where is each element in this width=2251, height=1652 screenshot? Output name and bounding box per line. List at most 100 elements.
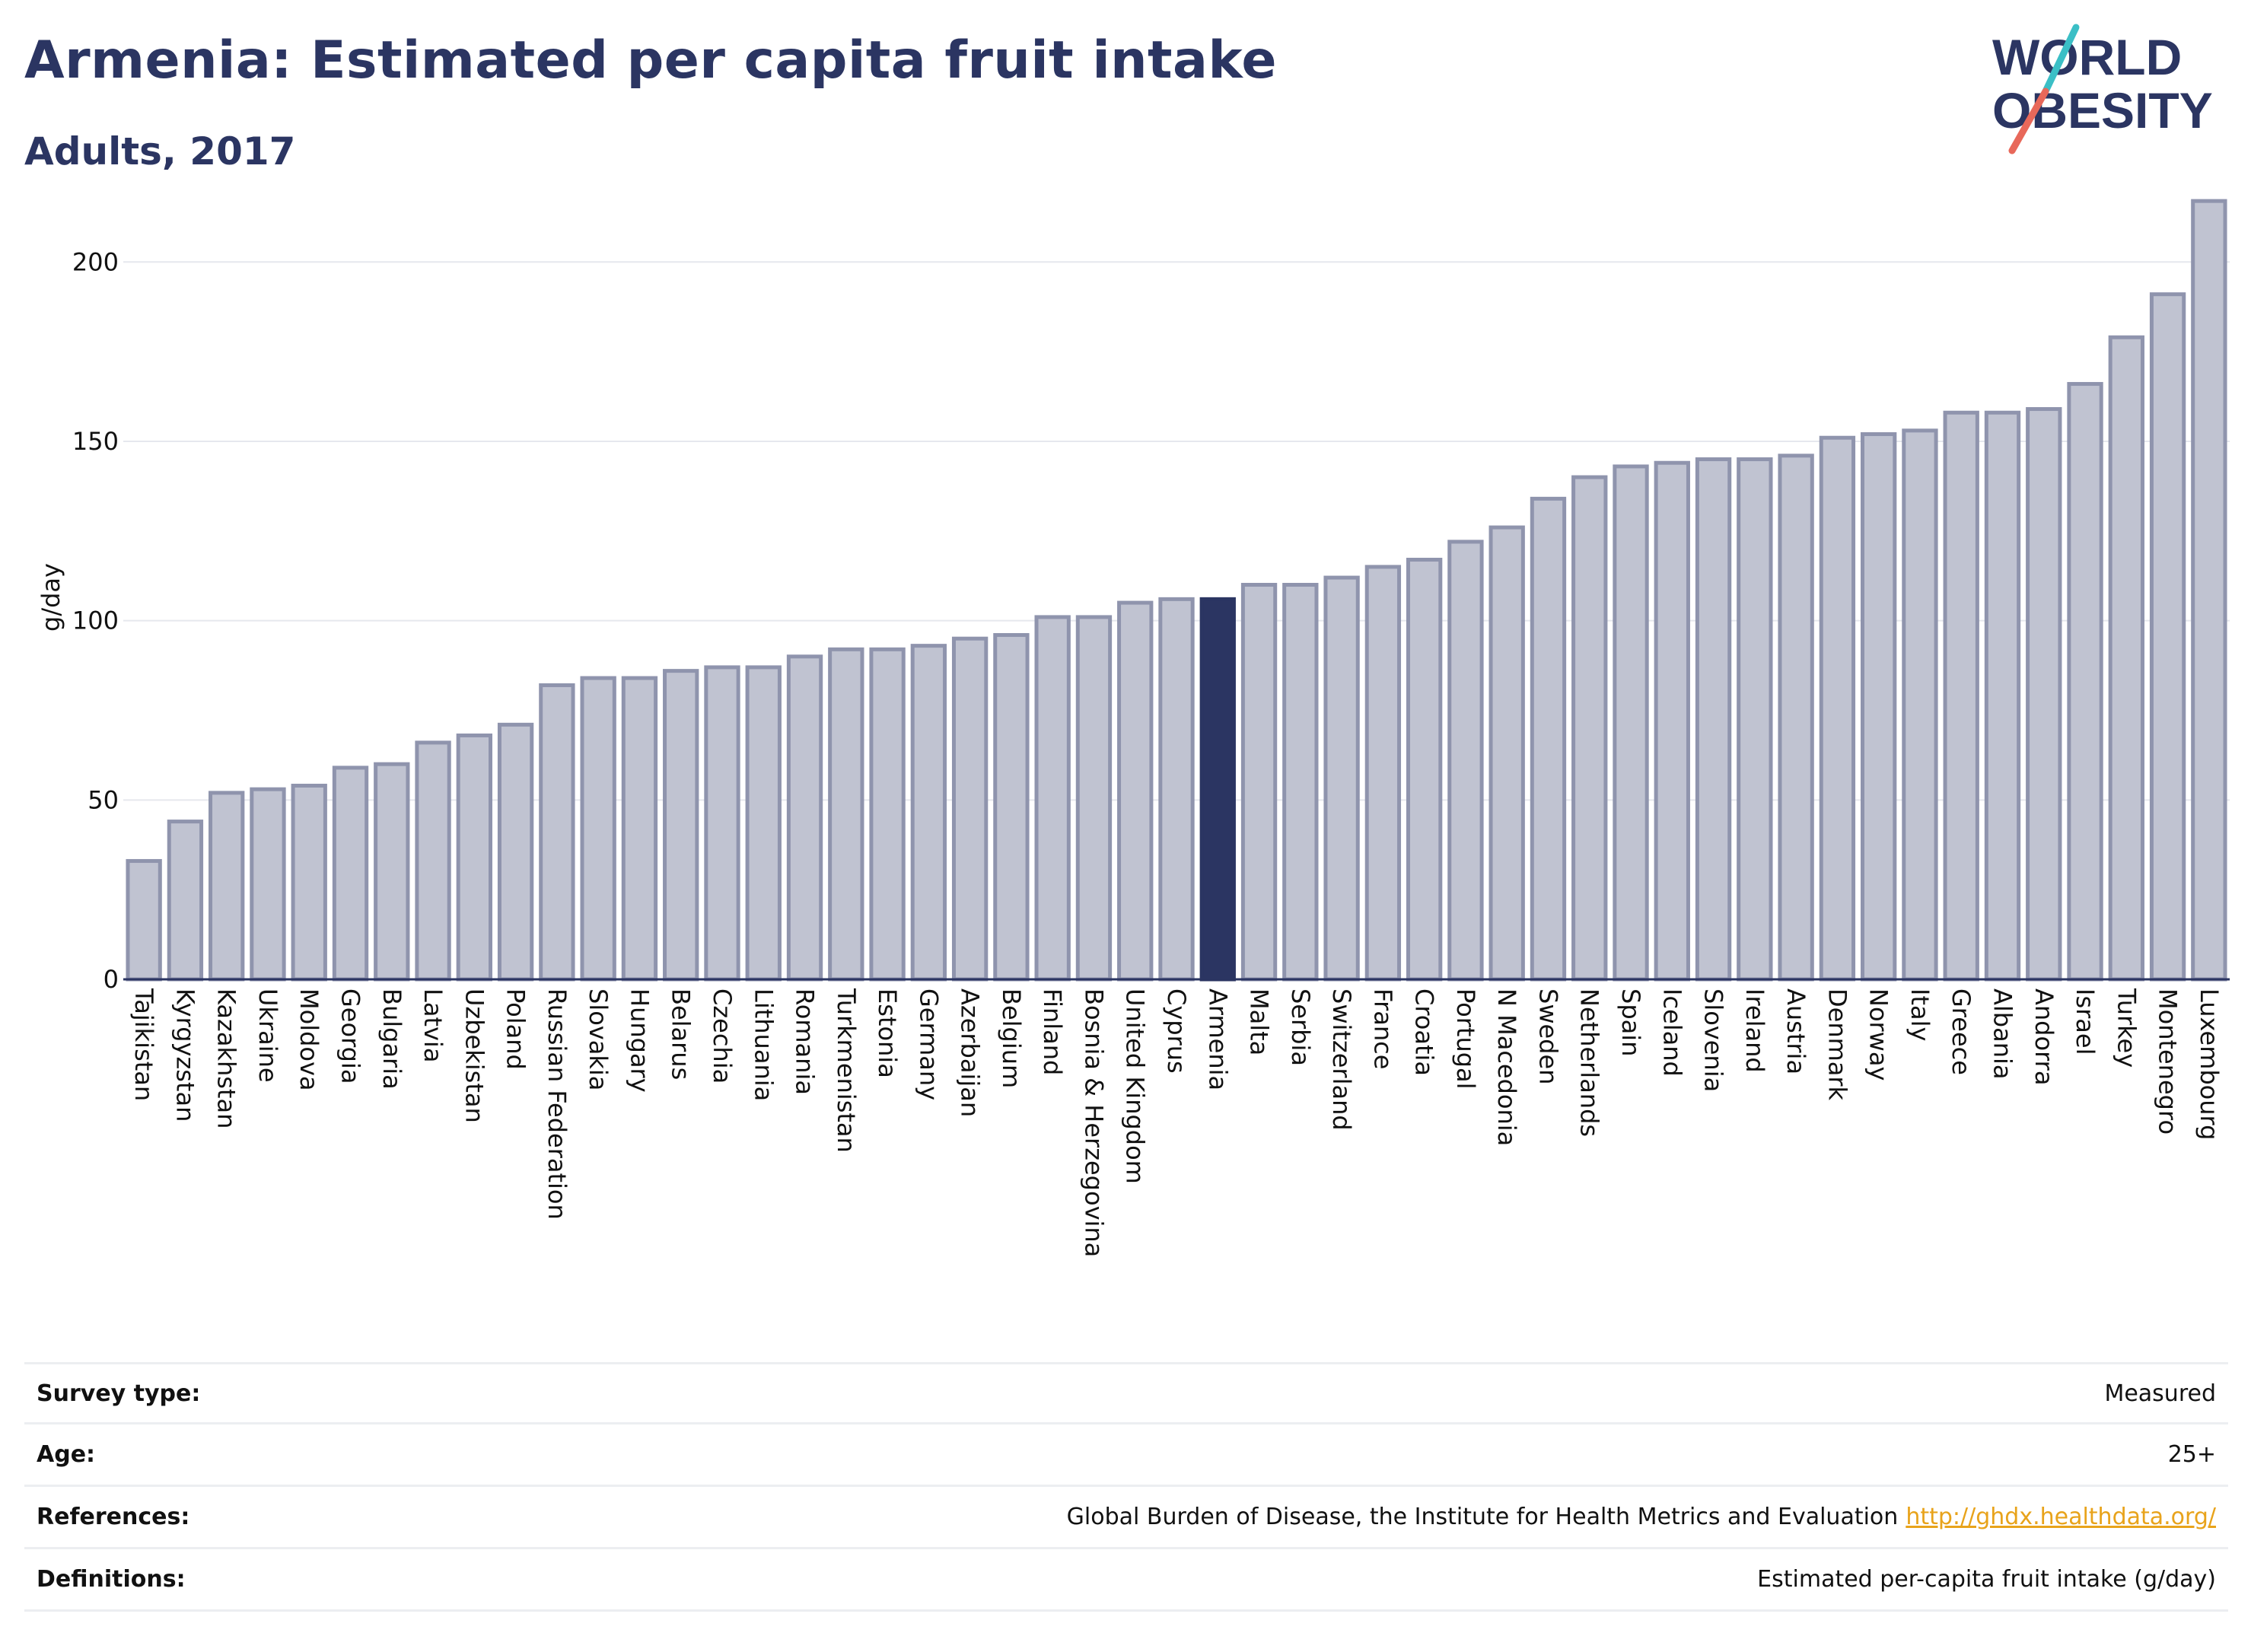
bar-malta[interactable] bbox=[1240, 583, 1278, 982]
y-tick-label: 150 bbox=[72, 427, 119, 456]
x-tick-label: Georgia bbox=[336, 988, 365, 1084]
bar-moldova[interactable] bbox=[291, 783, 327, 982]
x-tick-label: N Macedonia bbox=[1492, 988, 1521, 1146]
x-tick-label: Slovakia bbox=[584, 988, 613, 1090]
logo-word-1: WORLD bbox=[1992, 29, 2182, 85]
x-tick-label: Bulgaria bbox=[377, 988, 406, 1090]
x-tick-label: Netherlands bbox=[1575, 988, 1604, 1137]
x-tick-label: Russian Federation bbox=[543, 988, 572, 1220]
bar-luxembourg[interactable] bbox=[2191, 199, 2227, 982]
x-tick-label: Sweden bbox=[1533, 988, 1562, 1084]
bar-croatia[interactable] bbox=[1406, 558, 1443, 982]
bar-n-macedonia[interactable] bbox=[1488, 525, 1525, 982]
y-tick-label: 0 bbox=[103, 965, 119, 994]
y-tick-label: 50 bbox=[88, 785, 119, 814]
x-tick-label: Czechia bbox=[708, 988, 737, 1084]
metadata-table: Survey type: Measured Age: 25+ Reference… bbox=[24, 1362, 2228, 1612]
y-tick-label: 200 bbox=[72, 247, 119, 276]
bar-andorra[interactable] bbox=[2026, 407, 2062, 982]
x-tick-label: Turkey bbox=[2112, 988, 2141, 1068]
meta-value: Estimated per-capita fruit intake (g/day… bbox=[1757, 1566, 2216, 1593]
bar-kyrgyzstan[interactable] bbox=[167, 820, 204, 982]
x-tick-label: Kazakhstan bbox=[212, 988, 241, 1128]
bar-montenegro[interactable] bbox=[2149, 292, 2186, 982]
bar-georgia[interactable] bbox=[332, 766, 369, 982]
y-tick-labels: 0 50 100 150 200 bbox=[72, 247, 119, 994]
bar-romania[interactable] bbox=[786, 654, 823, 982]
bar-ukraine[interactable] bbox=[250, 787, 286, 982]
logo-slash-teal bbox=[2042, 24, 2080, 95]
bar-kazakhstan[interactable] bbox=[209, 791, 245, 982]
reference-text: Global Burden of Disease, the Institute … bbox=[1066, 1504, 1899, 1530]
bar-germany[interactable] bbox=[910, 644, 947, 982]
world-obesity-logo[interactable]: WORLD OBESITY bbox=[1979, 21, 2237, 166]
x-tick-label: Estonia bbox=[873, 988, 902, 1078]
bar-austria[interactable] bbox=[1778, 454, 1814, 982]
bar-hungary[interactable] bbox=[621, 676, 658, 982]
bar-bosnia-herzegovina[interactable] bbox=[1075, 615, 1113, 982]
bar-portugal[interactable] bbox=[1447, 540, 1484, 982]
x-tick-label: Belarus bbox=[667, 988, 696, 1080]
x-tick-label: Armenia bbox=[1203, 988, 1232, 1090]
bar-switzerland[interactable] bbox=[1323, 575, 1360, 982]
meta-row-age: Age: 25+ bbox=[24, 1424, 2228, 1487]
bar-united-kingdom[interactable] bbox=[1117, 600, 1154, 982]
bar-tajikistan[interactable] bbox=[126, 858, 162, 982]
reference-link[interactable]: http://ghdx.healthdata.org/ bbox=[1906, 1504, 2216, 1530]
bar-bulgaria[interactable] bbox=[374, 762, 410, 982]
bar-israel[interactable] bbox=[2067, 382, 2103, 982]
y-tick-label: 100 bbox=[72, 606, 119, 635]
x-tick-label: Bosnia & Herzegovina bbox=[1079, 988, 1108, 1257]
bar-belarus[interactable] bbox=[663, 669, 699, 982]
x-tick-label: Iceland bbox=[1657, 988, 1686, 1077]
bar-czechia[interactable] bbox=[704, 665, 740, 982]
x-tick-label: Ukraine bbox=[253, 988, 282, 1083]
chart-subtitle: Adults, 2017 bbox=[24, 129, 296, 173]
bar-russian-federation[interactable] bbox=[539, 683, 575, 982]
bar-albania[interactable] bbox=[1984, 410, 2021, 982]
bar-sweden[interactable] bbox=[1530, 496, 1567, 982]
x-tick-label: Poland bbox=[501, 988, 530, 1070]
bar-turkey[interactable] bbox=[2108, 335, 2144, 982]
x-tick-label: Slovenia bbox=[1699, 988, 1728, 1092]
bar-poland[interactable] bbox=[497, 722, 534, 982]
bar-greece[interactable] bbox=[1943, 410, 1979, 982]
x-tick-label: Austria bbox=[1781, 988, 1810, 1074]
bar-uzbekistan[interactable] bbox=[456, 733, 493, 982]
meta-label: Definitions: bbox=[37, 1566, 186, 1593]
bar-denmark[interactable] bbox=[1819, 435, 1856, 982]
x-tick-label: Luxembourg bbox=[2195, 988, 2224, 1140]
bar-ireland[interactable] bbox=[1737, 457, 1773, 982]
bar-spain[interactable] bbox=[1613, 464, 1649, 982]
bar-turkmenistan[interactable] bbox=[828, 647, 864, 982]
chart-title: Armenia: Estimated per capita fruit inta… bbox=[24, 30, 1277, 91]
x-tick-label: Greece bbox=[1947, 988, 1976, 1075]
bar-lithuania[interactable] bbox=[745, 665, 782, 982]
x-tick-label: Latvia bbox=[419, 988, 447, 1062]
bar-france[interactable] bbox=[1364, 565, 1402, 982]
bar-norway[interactable] bbox=[1860, 432, 1897, 982]
x-tick-label: Finland bbox=[1038, 988, 1067, 1075]
bar-slovakia[interactable] bbox=[580, 676, 616, 982]
x-tick-label: Tajikistan bbox=[129, 988, 158, 1101]
x-tick-label: Serbia bbox=[1286, 988, 1315, 1066]
bar-finland[interactable] bbox=[1034, 615, 1071, 982]
bar-latvia[interactable] bbox=[415, 740, 451, 982]
bar-belgium[interactable] bbox=[993, 632, 1030, 982]
meta-row-references: References: Global Burden of Disease, th… bbox=[24, 1487, 2228, 1549]
meta-label: References: bbox=[37, 1504, 190, 1530]
bar-estonia[interactable] bbox=[869, 647, 906, 982]
bar-cyprus[interactable] bbox=[1158, 597, 1195, 982]
x-tick-label: Belgium bbox=[997, 988, 1026, 1088]
meta-row-definitions: Definitions: Estimated per-capita fruit … bbox=[24, 1549, 2228, 1612]
bar-iceland[interactable] bbox=[1654, 460, 1690, 982]
bar-serbia[interactable] bbox=[1282, 583, 1319, 982]
bar-armenia[interactable] bbox=[1199, 597, 1236, 982]
bar-netherlands[interactable] bbox=[1571, 475, 1608, 982]
bar-italy[interactable] bbox=[1902, 428, 1938, 982]
x-tick-label: Azerbaijan bbox=[956, 988, 985, 1117]
bar-azerbaijan[interactable] bbox=[951, 636, 989, 982]
x-tick-label: Uzbekistan bbox=[460, 988, 489, 1123]
x-tick-label: Cyprus bbox=[1162, 988, 1191, 1074]
bar-slovenia[interactable] bbox=[1695, 457, 1732, 982]
